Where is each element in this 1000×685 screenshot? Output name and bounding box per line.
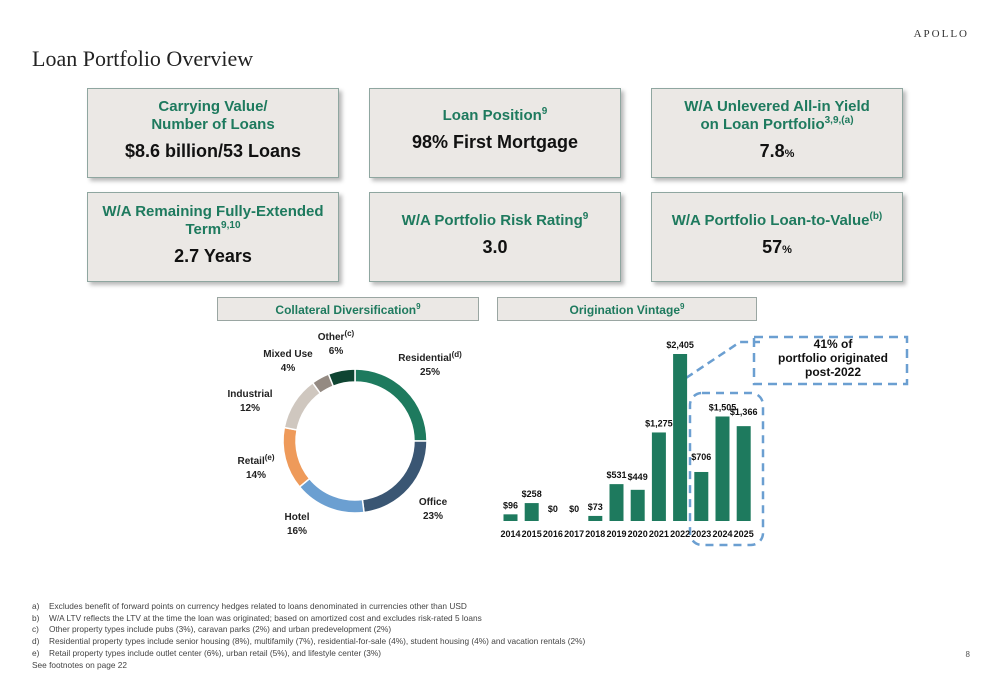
footnote-b: b) W/A LTV reflects the LTV at the time t… [32, 612, 482, 623]
bar-value-label: $1,505 [709, 402, 737, 412]
bar-2022 [673, 354, 688, 521]
kpi-value: 57% [762, 237, 792, 257]
footnote-d: d) Residential property types include sen… [32, 636, 586, 647]
bar-value-label: $0 [569, 504, 579, 514]
kpi-label: Loan Position9 [442, 106, 548, 125]
kpi-loan-to-value: W/A Portfolio Loan-to-Value(b) 57% [651, 192, 903, 282]
bar-value-label: $1,366 [730, 407, 758, 417]
donut-label-office: Office 23% [419, 497, 448, 522]
kpi-value: 3.0 [482, 237, 508, 257]
bar-value-label: $1,275 [645, 418, 673, 428]
bar-2019 [609, 484, 624, 521]
x-tick-label: 2025 [734, 529, 754, 539]
kpi-label: Carrying Value/Number of Loans [151, 98, 275, 133]
footnotes: a) Excludes benefit of forward points on … [32, 601, 585, 671]
callout-connector [685, 340, 760, 380]
bar-2021 [651, 432, 666, 521]
bar-value-label: $449 [628, 472, 648, 482]
bar-2020 [630, 489, 645, 521]
callout-box [752, 335, 909, 386]
footnote-a: a) Excludes benefit of forward points on … [32, 601, 467, 611]
callout-text: 41% of portfolio originated post-2022 [778, 337, 888, 379]
kpi-all-in-yield: W/A Unlevered All-in Yield on Loan Portfo… [651, 88, 903, 178]
kpi-label: W/A Unlevered All-in Yield on Loan Portfo… [684, 98, 870, 133]
donut-label-industrial: Industrial 12% [227, 389, 272, 414]
bar-value-label: $258 [522, 489, 542, 499]
bar-2014 [503, 514, 518, 521]
see-footnotes: See footnotes on page 22 [32, 659, 128, 670]
kpi-remaining-term: W/A Remaining Fully-Extended Term9,10 2.7… [87, 192, 339, 282]
footnote-c: c) Other property types include pubs (3%)… [32, 624, 392, 635]
footnote-e: e) Retail property types include outlet c… [32, 647, 382, 658]
x-tick-label: 2019 [606, 529, 626, 539]
x-tick-label: 2021 [649, 529, 669, 539]
x-tick-label: 2014 [500, 529, 520, 539]
x-tick-label: 2024 [712, 529, 732, 539]
donut-label-other: Other(c) 6% [318, 329, 355, 357]
bar-value-label: $706 [691, 452, 711, 462]
donut-label-hotel: Hotel 16% [285, 512, 310, 537]
bar-2024 [715, 416, 730, 521]
x-tick-label: 2023 [691, 529, 711, 539]
x-tick-label: 2018 [585, 529, 605, 539]
kpi-carrying-value: Carrying Value/Number of Loans $8.6 bill… [87, 88, 339, 178]
kpi-value: 7.8% [759, 141, 795, 161]
kpi-value: $8.6 billion/53 Loans [124, 141, 302, 161]
bar-series: $96 2014 $258 2015 $0 2016 $0 2017 $73 2018 $531 20… [500, 340, 757, 539]
x-tick-label: 2016 [543, 529, 563, 539]
brand-logo: APOLLO [913, 28, 969, 40]
bar-2025 [736, 426, 751, 521]
donut-label-residential: Residential(d) 25% [398, 350, 462, 378]
donut-slice-other [327, 368, 356, 388]
bar-value-label: $0 [548, 504, 558, 514]
donut-label-retail: Retail(e) 14% [237, 453, 274, 481]
kpi-risk-rating: W/A Portfolio Risk Rating9 3.0 [369, 192, 621, 282]
bar-value-label: $73 [588, 502, 603, 512]
page-number: 8 [965, 650, 970, 659]
kpi-value: 98% First Mortgage [411, 132, 579, 152]
bar-value-label: $2,405 [666, 340, 694, 350]
bar-2015 [524, 503, 539, 521]
kpi-value: 2.7 Years [174, 246, 252, 266]
bar-2018 [588, 515, 603, 521]
vintage-header: Origination Vintage9 [497, 297, 757, 321]
bar-2023 [694, 471, 709, 521]
donut-label-mixed-use: Mixed Use 4% [263, 349, 313, 374]
bar-value-label: $531 [606, 470, 626, 480]
kpi-label: W/A Portfolio Loan-to-Value(b) [671, 211, 883, 230]
kpi-label: W/A Portfolio Risk Rating9 [401, 211, 589, 230]
x-tick-label: 2022 [670, 529, 690, 539]
kpi-loan-position: Loan Position9 98% First Mortgage [369, 88, 621, 178]
page-title: Loan Portfolio Overview [32, 46, 254, 71]
highlight-box [688, 391, 765, 547]
collateral-header: Collateral Diversification9 [217, 297, 479, 321]
x-tick-label: 2020 [628, 529, 648, 539]
kpi-label: W/A Remaining Fully-Extended Term9,10 [102, 203, 324, 238]
x-tick-label: 2015 [522, 529, 542, 539]
bar-value-label: $96 [503, 500, 518, 510]
x-tick-label: 2017 [564, 529, 584, 539]
